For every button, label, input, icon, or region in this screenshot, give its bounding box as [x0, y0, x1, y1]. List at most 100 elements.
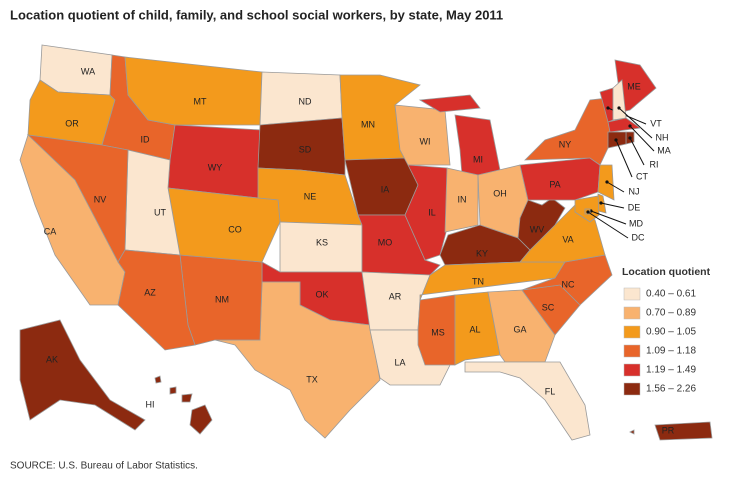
state-shape	[189, 404, 213, 435]
state-shape	[169, 386, 177, 395]
state-label: SC	[542, 302, 555, 312]
state-label: PR	[662, 425, 675, 435]
leader-line	[606, 181, 625, 193]
state-label: OH	[493, 188, 507, 198]
state-shape	[154, 375, 162, 384]
state-shape	[524, 97, 611, 166]
leader-line	[629, 125, 655, 152]
state-label: MN	[361, 119, 375, 129]
state-label: TX	[306, 374, 318, 384]
state-label: NJ	[629, 186, 640, 196]
state-shape	[19, 319, 146, 431]
state-label: DE	[628, 202, 641, 212]
state-shape	[394, 104, 451, 166]
state-label: CO	[228, 224, 242, 234]
leader-dot	[614, 138, 618, 142]
leader-dot	[586, 210, 590, 214]
state-label: PA	[549, 179, 560, 189]
state-label: SD	[299, 144, 312, 154]
state-label: NY	[559, 139, 572, 149]
leader-line	[618, 107, 653, 139]
leader-line	[590, 210, 627, 225]
state-shape	[654, 421, 713, 441]
state-label: MA	[657, 145, 671, 155]
state-label: NH	[656, 132, 669, 142]
state-label: IA	[381, 184, 390, 194]
leader-line	[600, 202, 625, 209]
leader-dot	[599, 201, 603, 205]
state-shape	[418, 94, 481, 113]
leader-line	[615, 139, 633, 178]
state-label: NM	[215, 294, 229, 304]
state-label: IL	[428, 207, 436, 217]
legend-label: 1.56 – 2.26	[646, 384, 696, 395]
state-shape	[454, 291, 501, 366]
state-label: NC	[562, 279, 575, 289]
state-label: ME	[627, 81, 641, 91]
state-label: KS	[316, 237, 328, 247]
state-label: CT	[636, 171, 648, 181]
state-label: MS	[431, 327, 445, 337]
state-label: MI	[473, 154, 483, 164]
state-shape	[444, 167, 479, 233]
legend-swatch	[623, 287, 641, 301]
state-label: AZ	[144, 287, 156, 297]
state-shape	[454, 114, 501, 176]
state-label: AL	[469, 324, 480, 334]
state-shape	[629, 429, 635, 435]
leader-dot	[605, 180, 609, 184]
state-label: KY	[476, 248, 488, 258]
state-shape	[181, 393, 193, 403]
leader-dot	[628, 136, 632, 140]
state-label: ID	[141, 134, 151, 144]
state-shape	[117, 249, 196, 351]
state-label: UT	[154, 207, 166, 217]
state-label: WI	[420, 136, 431, 146]
state-shape	[167, 187, 281, 263]
state-label: FL	[545, 386, 556, 396]
state-label: IN	[458, 194, 467, 204]
state-label: OR	[65, 118, 79, 128]
state-shape	[464, 361, 591, 441]
legend-label: 0.70 – 0.89	[646, 308, 696, 319]
state-shape	[124, 56, 263, 126]
state-label: DC	[632, 232, 645, 242]
state-label: NE	[304, 191, 317, 201]
leader-dot	[606, 106, 610, 110]
leader-dot	[628, 124, 632, 128]
state-label: LA	[394, 357, 405, 367]
state-shape	[521, 254, 613, 306]
state-label: AR	[389, 291, 402, 301]
legend-label: 0.40 – 0.61	[646, 289, 696, 300]
legend-swatch	[623, 382, 641, 396]
state-label: MD	[629, 218, 643, 228]
leader-line	[629, 137, 645, 166]
state-label: MO	[378, 237, 393, 247]
state-label: VA	[562, 234, 573, 244]
source-note: SOURCE: U.S. Bureau of Labor Statistics.	[10, 461, 198, 472]
state-label: WV	[530, 224, 545, 234]
state-label: RI	[650, 159, 659, 169]
state-label: WA	[81, 66, 95, 76]
state-label: NV	[94, 194, 107, 204]
leader-dot	[617, 106, 621, 110]
legend-title: Location quotient	[622, 266, 711, 278]
states: WA OR ID MT WY ND SD NE KS OK TX NM CO UT NV CA AZ MN IA MO…	[19, 44, 713, 441]
state-label: VT	[650, 118, 662, 128]
legend-label: 1.09 – 1.18	[646, 346, 696, 357]
state-label: CA	[44, 226, 57, 236]
state-label: OK	[315, 289, 328, 299]
state-label: ND	[299, 96, 312, 106]
legend-label: 0.90 – 1.05	[646, 327, 696, 338]
state-label: AK	[46, 354, 58, 364]
legend-swatch	[623, 363, 641, 377]
map-title: Location quotient of child, family, and …	[10, 7, 503, 22]
state-shape	[214, 281, 381, 439]
state-label: TN	[472, 276, 484, 286]
state-shape	[19, 134, 126, 306]
legend-label: 1.19 – 1.49	[646, 365, 696, 376]
state-label: HI	[146, 399, 155, 409]
legend-swatch	[623, 306, 641, 320]
